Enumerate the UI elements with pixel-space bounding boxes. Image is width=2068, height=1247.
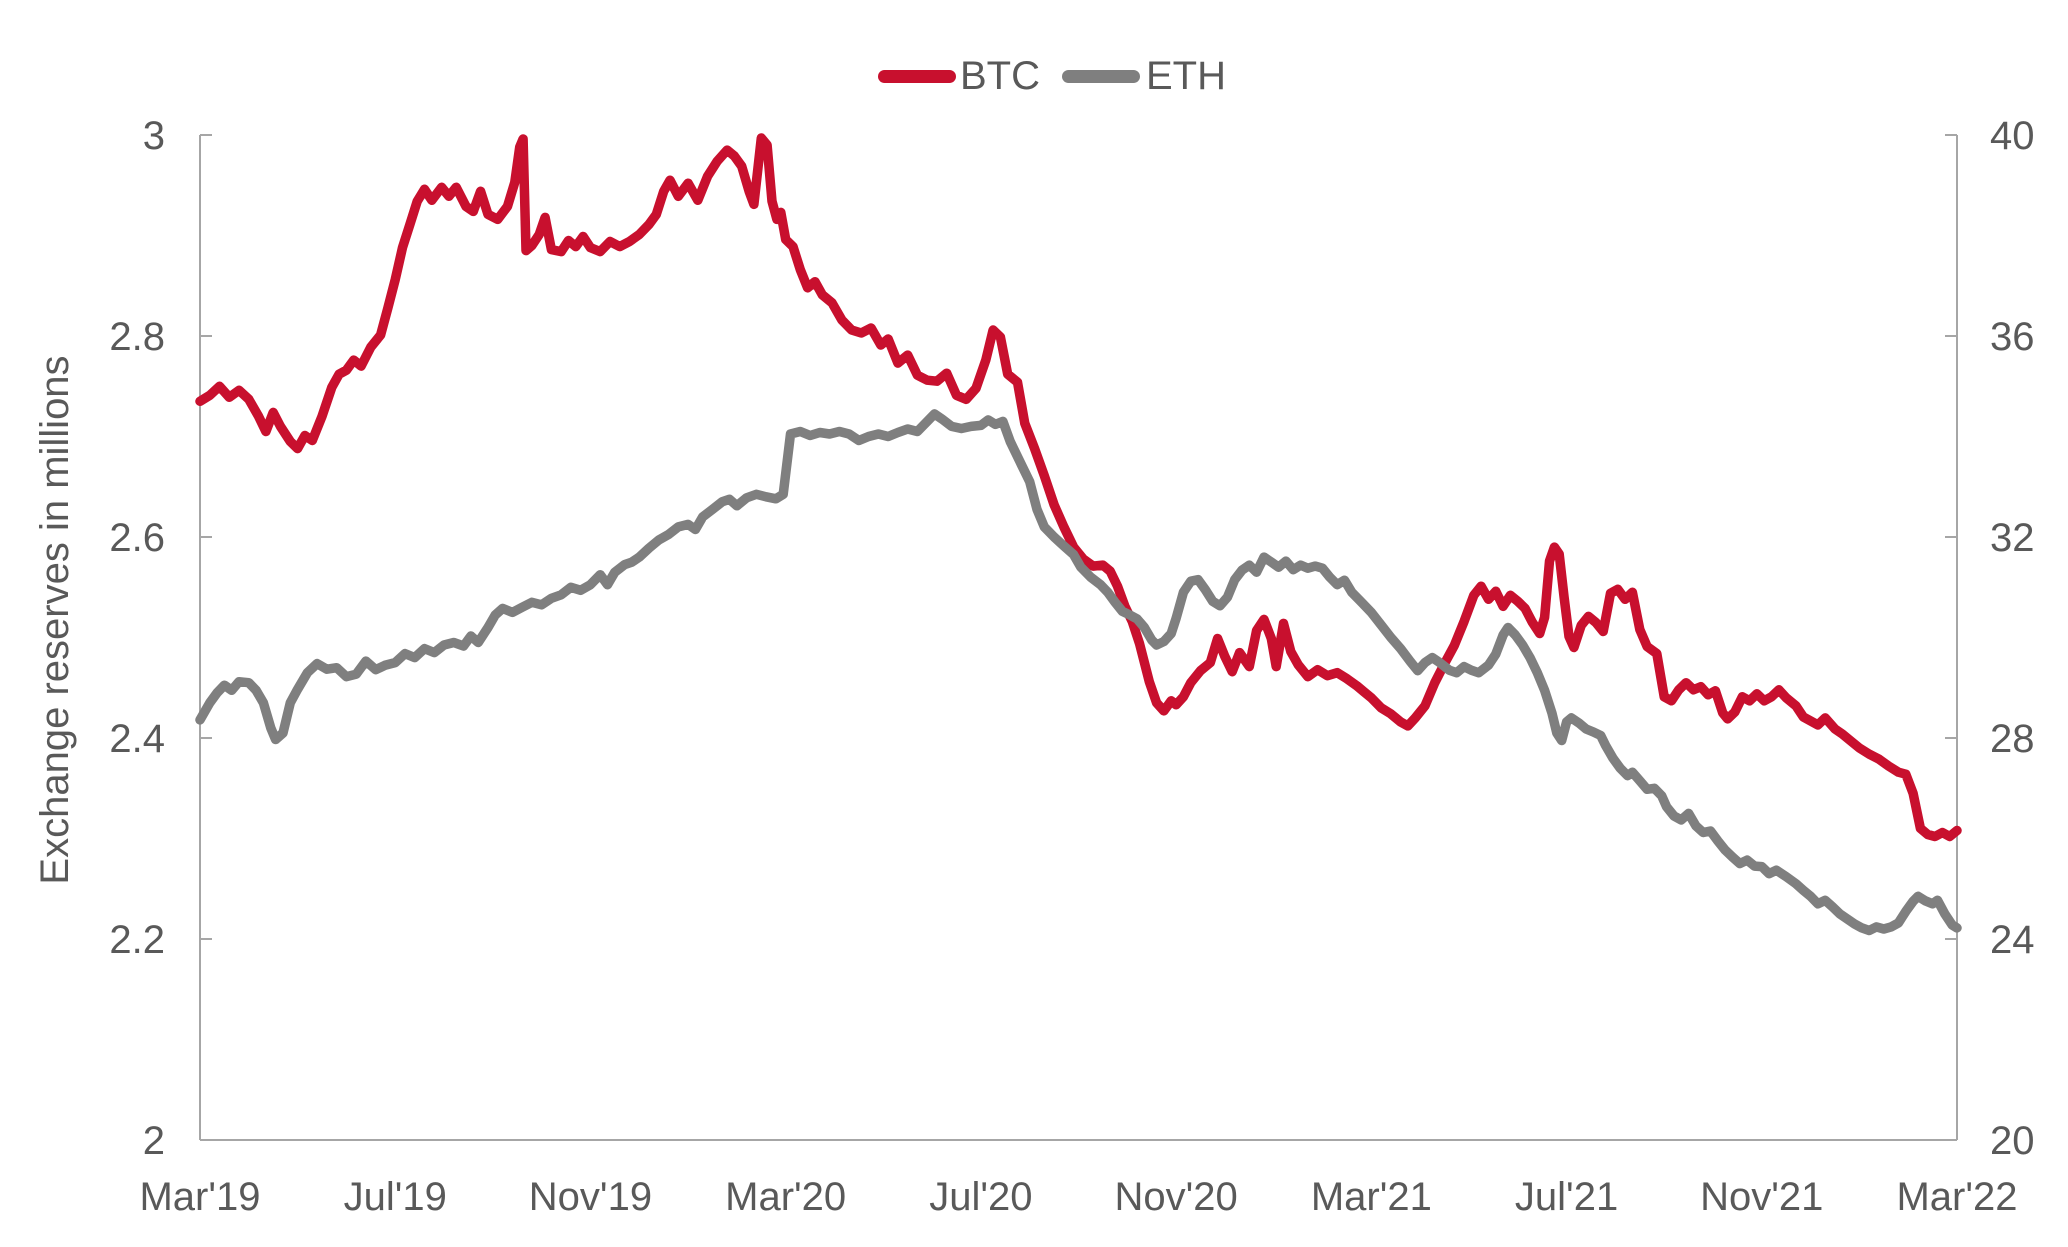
x-tick-label: Mar'19	[139, 1175, 260, 1219]
right-tick-label: 32	[1990, 516, 2035, 560]
right-tick-label: 28	[1990, 717, 2035, 761]
right-axis-ticks	[1945, 134, 1957, 1141]
x-tick-label: Nov'21	[1700, 1175, 1823, 1219]
left-axis-ticks	[200, 134, 212, 1141]
eth-line	[195, 409, 1962, 936]
eth-legend-label: ETH	[1146, 54, 1226, 98]
left-tick-label: 2.4	[109, 717, 165, 761]
eth-legend-swatch-icon	[1062, 70, 1140, 83]
x-tick-label: Mar'20	[725, 1175, 846, 1219]
btc-legend-swatch-icon	[878, 70, 956, 83]
x-tick-label: Jul'19	[344, 1175, 447, 1219]
right-tick-label: 36	[1990, 315, 2035, 359]
btc-line	[195, 133, 1962, 842]
x-tick-label: Mar'21	[1311, 1175, 1432, 1219]
x-tick-label: Jul'20	[929, 1175, 1032, 1219]
x-tick-label: Jul'21	[1515, 1175, 1618, 1219]
x-axis-labels: Mar'19 Jul'19 Nov'19 Mar'20 Jul'20 Nov'20 Mar'…	[139, 1175, 2017, 1219]
axes	[199, 134, 1958, 1141]
right-tick-label: 24	[1990, 918, 2035, 962]
btc-legend-label: BTC	[960, 54, 1040, 98]
left-tick-label: 2.6	[109, 516, 165, 560]
left-tick-label: 2.8	[109, 315, 165, 359]
series-lines	[195, 133, 1962, 936]
legend: BTC ETH	[878, 54, 1226, 98]
x-tick-label: Mar'22	[1896, 1175, 2017, 1219]
left-tick-label: 2	[143, 1119, 165, 1163]
left-tick-label: 2.2	[109, 918, 165, 962]
y-axis-title: Exchange reserves in millions	[33, 355, 77, 884]
right-axis-labels: 40 36 32 28 24 20	[1990, 114, 2035, 1163]
left-tick-label: 3	[143, 114, 165, 158]
left-axis-labels: 3 2.8 2.6 2.4 2.2 2	[109, 114, 165, 1163]
x-tick-label: Nov'19	[529, 1175, 652, 1219]
x-tick-label: Nov'20	[1114, 1175, 1237, 1219]
right-tick-label: 40	[1990, 114, 2035, 158]
right-tick-label: 20	[1990, 1119, 2035, 1163]
